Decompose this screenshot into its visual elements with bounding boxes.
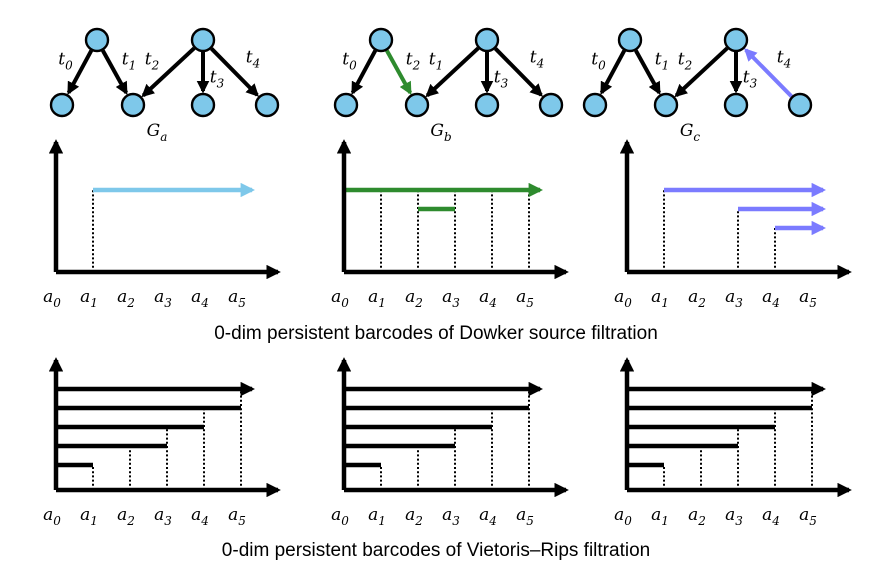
graph-node: [474, 92, 500, 118]
tick-label: a5: [228, 505, 246, 528]
graph-edge: [101, 49, 128, 95]
graph-node: [617, 27, 643, 53]
graph-a: t0 t1 t2 t3 t4 Ga: [49, 27, 280, 144]
graph-edge: [350, 49, 378, 95]
tick-label: a2: [117, 287, 135, 310]
barcode-panel-dowker-c: a0 a1 a2 a3 a4 a5: [614, 139, 852, 310]
tick-label: a0: [614, 287, 632, 310]
tick-label: a1: [651, 287, 669, 310]
edge-label: t4: [246, 48, 260, 71]
edge-label: t2: [678, 50, 692, 73]
edge-label: t1: [655, 50, 669, 73]
graph-edge: [634, 49, 661, 95]
barcode-panel-rips-a: a0 a1 a2 a3 a4 a5: [43, 357, 281, 528]
graph-node: [190, 27, 216, 53]
graph-node: [723, 27, 749, 53]
tick-label: a5: [516, 505, 534, 528]
tick-label: a4: [479, 287, 497, 310]
tick-label: a5: [799, 287, 817, 310]
graph-node: [254, 92, 280, 118]
edge-label: t0: [58, 50, 73, 73]
tick-label: a0: [331, 505, 349, 528]
graph-node: [404, 92, 430, 118]
tick-label: a3: [725, 505, 743, 528]
tick-label: a3: [154, 287, 172, 310]
tick-label: a5: [228, 287, 246, 310]
barcode-panel-dowker-a: a0 a1 a2 a3 a4 a5: [43, 139, 281, 310]
graph-edge: [209, 47, 259, 97]
edge-label: t3: [210, 68, 225, 91]
graph-node: [723, 92, 749, 118]
graph-edge: [599, 49, 627, 95]
tick-label: a2: [688, 287, 706, 310]
edge-label: t3: [743, 68, 758, 91]
graph-label: Ga: [147, 121, 168, 144]
tick-label: a2: [117, 505, 135, 528]
tick-label: a3: [154, 505, 172, 528]
tick-label: a0: [43, 505, 61, 528]
graph-node: [333, 92, 359, 118]
tick-label: a3: [725, 287, 743, 310]
tick-label: a2: [405, 505, 423, 528]
tick-label: a4: [191, 287, 209, 310]
graphs-layer: t0 t1 t2 t3 t4 Ga t0 t2 t1 t3 t4 Gb t0 t1 t2 t3 t4 Gc: [49, 27, 813, 144]
tick-label: a4: [479, 505, 497, 528]
tick-label: a1: [80, 505, 98, 528]
tick-label: a0: [43, 287, 61, 310]
barcodes-layer: a0 a1 a2 a3 a4 a5 a0 a1 a2 a3 a4 a5 a0 a1 a2 a3 a4 a5 a0 a1…: [43, 139, 852, 528]
dowker-caption: 0-dim persistent barcodes of Dowker sour…: [214, 323, 658, 344]
tick-label: a5: [799, 505, 817, 528]
graph-b: t0 t2 t1 t3 t4 Gb: [333, 27, 564, 144]
tick-label: a4: [762, 287, 780, 310]
graph-edge: [493, 47, 543, 97]
edge-label: t0: [591, 50, 606, 73]
barcode-panel-rips-b: a0 a1 a2 a3 a4 a5: [331, 357, 569, 528]
tick-label: a1: [368, 505, 386, 528]
edge-label: t4: [777, 48, 791, 71]
tick-label: a2: [688, 505, 706, 528]
graph-edge: [66, 49, 94, 95]
tick-label: a5: [516, 287, 534, 310]
edge-label: t3: [494, 68, 509, 91]
graph-node: [190, 92, 216, 118]
tick-label: a4: [762, 505, 780, 528]
graph-edge: [425, 46, 480, 98]
barcode-panel-dowker-b: a0 a1 a2 a3 a4 a5: [331, 139, 569, 310]
graph-label: Gc: [680, 121, 701, 144]
graph-c: t0 t1 t2 t3 t4 Gc: [582, 27, 813, 144]
tick-label: a1: [651, 505, 669, 528]
edge-label: t2: [145, 50, 159, 73]
graph-node: [474, 27, 500, 53]
tick-label: a1: [80, 287, 98, 310]
tick-label: a3: [442, 287, 460, 310]
edge-label: t1: [122, 50, 136, 73]
graph-node: [582, 92, 608, 118]
graph-edge: [385, 49, 412, 95]
edge-label: t4: [530, 48, 544, 71]
tick-label: a4: [191, 505, 209, 528]
graph-node: [787, 92, 813, 118]
tick-label: a0: [331, 287, 349, 310]
tick-label: a2: [405, 287, 423, 310]
edge-label: t0: [342, 50, 357, 73]
tick-label: a3: [442, 505, 460, 528]
edge-label: t1: [429, 50, 443, 73]
graph-node: [653, 92, 679, 118]
graph-edge: [744, 48, 794, 98]
edge-label: t2: [406, 50, 420, 73]
graph-node: [120, 92, 146, 118]
tick-label: a0: [614, 505, 632, 528]
barcode-panel-rips-c: a0 a1 a2 a3 a4 a5: [614, 357, 852, 528]
graph-label: Gb: [430, 121, 451, 144]
graph-node: [49, 92, 75, 118]
graph-node: [84, 27, 110, 53]
graph-node: [368, 27, 394, 53]
graph-edge: [141, 46, 196, 98]
tick-label: a1: [368, 287, 386, 310]
graph-edge: [674, 46, 729, 98]
graph-node: [538, 92, 564, 118]
rips-caption: 0-dim persistent barcodes of Vietoris–Ri…: [222, 540, 650, 561]
